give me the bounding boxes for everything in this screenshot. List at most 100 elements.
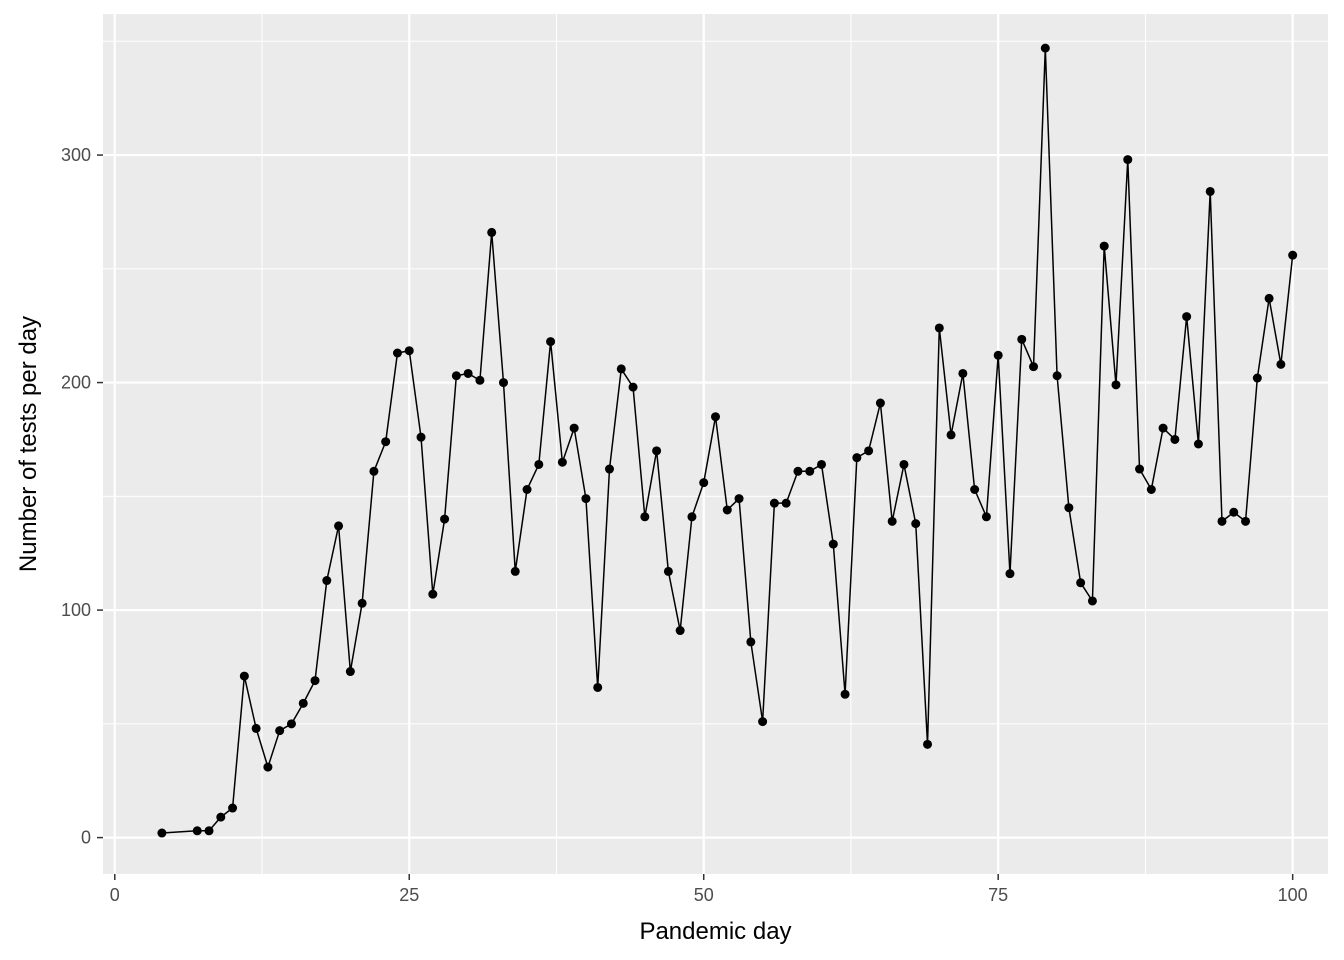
data-point (381, 437, 391, 447)
data-point (1276, 359, 1286, 369)
data-point (1193, 439, 1203, 449)
data-point (958, 368, 968, 378)
data-point (1288, 250, 1298, 260)
y-tick-label: 0 (81, 828, 91, 848)
plot-panel (103, 14, 1328, 874)
data-point (1111, 380, 1121, 390)
data-point (758, 717, 768, 727)
data-point (263, 762, 273, 772)
data-point (1170, 434, 1180, 444)
data-point (1229, 507, 1239, 517)
data-point (1052, 371, 1062, 381)
data-point (1017, 334, 1027, 344)
data-point (546, 337, 556, 347)
data-point (711, 412, 720, 422)
data-point (345, 667, 355, 677)
data-point (1182, 312, 1192, 322)
data-point (239, 671, 249, 681)
data-point (1029, 362, 1039, 372)
data-point (805, 466, 815, 476)
data-point (416, 432, 426, 442)
x-tick-label: 0 (110, 885, 120, 905)
y-axis-ticks: 0 100 200 300 (61, 145, 103, 848)
data-point (899, 459, 909, 469)
data-point (1241, 516, 1251, 526)
data-point (828, 539, 838, 549)
data-point (687, 512, 697, 522)
data-point (1252, 373, 1262, 383)
x-axis-ticks: 0 25 50 75 100 (110, 874, 1308, 905)
data-point (1123, 155, 1133, 165)
data-point (946, 430, 956, 440)
data-point (440, 514, 450, 524)
data-point (251, 723, 261, 733)
data-point (628, 382, 638, 392)
data-point (911, 519, 921, 529)
data-point (887, 516, 897, 526)
data-point (981, 512, 991, 522)
data-point (840, 689, 850, 699)
data-point (970, 485, 980, 495)
data-point (228, 803, 238, 813)
data-point (793, 466, 803, 476)
grid-major (103, 14, 1328, 874)
data-point (298, 698, 308, 708)
data-point (1217, 516, 1227, 526)
grid-minor (103, 14, 1328, 874)
x-tick-label: 75 (988, 885, 1008, 905)
data-point (652, 446, 662, 456)
data-point (593, 682, 603, 692)
data-point (734, 494, 744, 504)
data-point (157, 828, 167, 838)
data-point (310, 676, 320, 686)
data-point (522, 485, 532, 495)
data-point (357, 598, 367, 608)
data-point (722, 505, 732, 515)
data-point (275, 726, 285, 736)
data-point (993, 350, 1003, 360)
data-point (557, 457, 567, 467)
data-point (322, 576, 332, 586)
data-point (817, 459, 827, 469)
data-point (569, 423, 579, 433)
data-point (934, 323, 944, 333)
data-point (1040, 43, 1050, 53)
data-point (463, 368, 473, 378)
data-point (204, 826, 214, 836)
data-point (746, 637, 756, 647)
data-point (1087, 596, 1097, 606)
data-point (1158, 423, 1168, 433)
data-point (1005, 569, 1015, 579)
data-point (192, 826, 202, 836)
data-point (487, 227, 497, 237)
data-point (1076, 578, 1086, 588)
x-tick-label: 50 (694, 885, 714, 905)
y-tick-label: 200 (61, 373, 91, 393)
data-point (428, 589, 438, 599)
data-point (451, 371, 461, 381)
x-tick-label: 25 (399, 885, 419, 905)
data-point (781, 498, 791, 508)
data-point (675, 626, 685, 636)
data-point (1064, 503, 1074, 513)
data-point (1205, 186, 1215, 196)
data-point (1264, 293, 1274, 303)
data-point (875, 398, 885, 408)
data-point (534, 459, 544, 469)
data-point (1146, 485, 1156, 495)
data-point (923, 739, 933, 749)
data-point (510, 566, 520, 576)
data-point (616, 364, 626, 374)
data-point (498, 378, 508, 388)
data-point (369, 466, 379, 476)
data-point (581, 494, 591, 504)
data-point (852, 453, 862, 463)
data-point (216, 812, 226, 822)
data-point (604, 464, 614, 474)
data-point (286, 719, 296, 729)
data-point (404, 346, 414, 356)
x-axis-title: Pandemic day (639, 918, 791, 945)
data-point (864, 446, 874, 456)
data-point (1135, 464, 1145, 474)
y-tick-label: 300 (61, 145, 91, 165)
